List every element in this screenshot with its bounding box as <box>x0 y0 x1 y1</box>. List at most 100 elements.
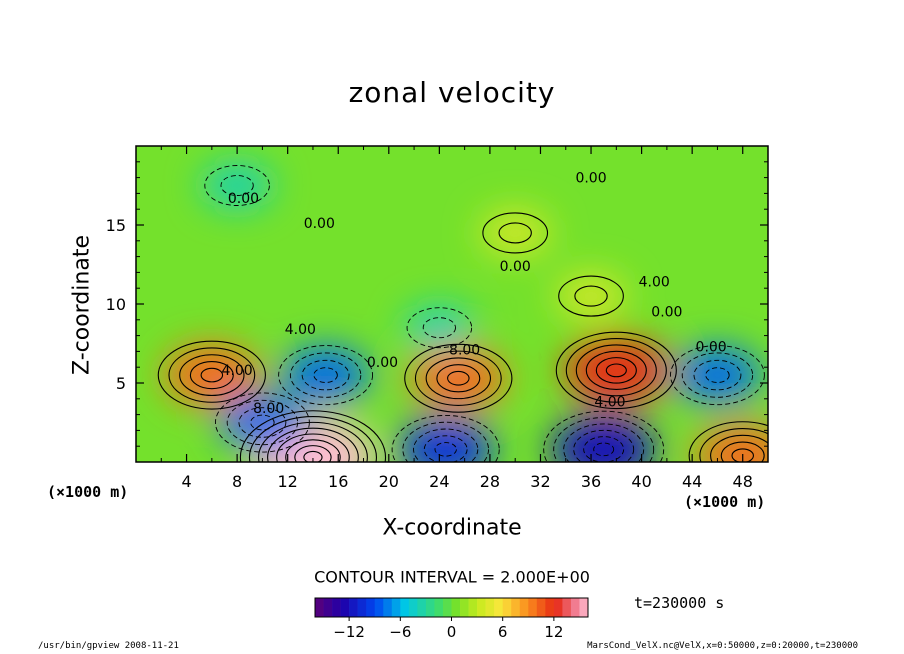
contour-line <box>214 392 310 453</box>
colorbar-cell <box>460 598 469 617</box>
field-feature <box>404 305 475 350</box>
contour-label: 0.00 <box>304 216 335 232</box>
colorbar-cell <box>579 598 589 617</box>
x-tick-label: 36 <box>581 472 601 491</box>
contour-line <box>595 357 637 384</box>
contour-line <box>189 360 234 390</box>
contour-line <box>267 427 359 462</box>
contour-line <box>605 363 627 378</box>
contour-line <box>157 340 266 410</box>
colorbar-tick-label: −12 <box>333 623 365 641</box>
contour-line <box>688 421 768 462</box>
contour-line <box>423 435 468 462</box>
contour-line <box>313 367 338 383</box>
x-tick-label: 12 <box>278 472 298 491</box>
colorbar-tick-label: 6 <box>498 623 508 641</box>
colorbar-cell <box>528 598 538 617</box>
contour-line <box>406 307 473 349</box>
field-feature <box>251 417 375 462</box>
contour-interval-label: CONTOUR INTERVAL = 2.000E+00 <box>314 567 590 587</box>
colorbar-cell <box>519 598 529 617</box>
colorbar-tick-label: −6 <box>389 623 411 641</box>
colorbar-cell <box>425 598 435 617</box>
field-feature <box>673 347 762 404</box>
x-unit-label-left: (×1000 m) <box>47 483 129 501</box>
colorbar-cell <box>570 598 580 617</box>
contour-line <box>200 367 224 383</box>
colorbar-cell <box>494 598 503 617</box>
contour-line <box>553 417 655 462</box>
colorbar-frame <box>314 597 589 618</box>
contour-label: 8.00 <box>449 343 480 359</box>
contour-line <box>670 345 765 406</box>
contour-line <box>248 416 377 462</box>
footer-left: /usr/bin/gpview 2008-11-21 <box>38 641 179 651</box>
x-unit-label-right: (×1000 m) <box>684 493 766 511</box>
contour-line <box>434 442 457 457</box>
contour-line <box>681 352 754 398</box>
contour-label: 4.00 <box>285 322 316 338</box>
contour-label: 0.00 <box>228 191 259 207</box>
contour-line <box>413 428 479 462</box>
contour-label: 4.00 <box>222 363 253 379</box>
contour-line <box>391 414 500 462</box>
colorbar-cell <box>340 598 350 617</box>
x-tick-label: 4 <box>181 472 191 491</box>
x-tick-label: 8 <box>232 472 242 491</box>
contour-line <box>258 421 368 462</box>
contour-line <box>482 212 549 254</box>
contour-line <box>179 354 245 397</box>
y-tick-label: 5 <box>116 374 126 393</box>
colorbar-cell <box>357 598 367 617</box>
field-feature <box>551 415 657 462</box>
contour-label: 4.00 <box>594 395 625 411</box>
field-feature <box>282 347 370 404</box>
colorbar-cell <box>442 598 452 617</box>
field-blobs <box>163 163 768 462</box>
contour-line <box>699 427 768 462</box>
contour-line <box>220 175 254 196</box>
contour-line <box>436 364 481 393</box>
contour-line <box>289 352 362 398</box>
colorbar-cell <box>562 598 572 617</box>
field-feature <box>694 424 768 462</box>
colorbar-cell <box>511 598 521 617</box>
colorbar-cell <box>545 598 555 617</box>
colorbar-cell <box>400 598 410 617</box>
contour-line <box>563 423 645 462</box>
colorbar-cell <box>451 598 461 617</box>
contour-line <box>574 285 608 307</box>
field-feature <box>218 394 306 451</box>
y-tick-label: 10 <box>106 295 126 314</box>
contour-line <box>447 370 470 386</box>
x-tick-label: 32 <box>530 472 550 491</box>
contour-line <box>543 410 665 462</box>
colorbar-tick-label: 0 <box>447 623 457 641</box>
contour-line <box>303 450 323 462</box>
plot-frame <box>135 145 769 463</box>
contour-line <box>301 359 350 391</box>
colorbar-cell <box>408 598 418 617</box>
y-tick-label: 15 <box>106 216 126 235</box>
contour-line <box>585 350 647 391</box>
colorbar-tick-label: 12 <box>544 623 563 641</box>
contour-line <box>555 331 677 410</box>
colorbar-cell <box>374 598 384 617</box>
field-feature <box>163 344 260 407</box>
x-axis-label: X-coordinate <box>382 515 522 541</box>
contour-line <box>558 275 624 317</box>
field-background <box>136 146 768 462</box>
contour-line <box>498 222 532 244</box>
contour-line <box>575 344 657 397</box>
y-axis-label: Z-coordinate <box>69 235 95 375</box>
colorbar-cell <box>417 598 427 617</box>
field-feature <box>397 418 494 462</box>
field-feature <box>563 336 669 405</box>
contour-line <box>204 165 270 206</box>
chart-title: zonal velocity <box>348 76 556 109</box>
contour-line <box>278 345 374 406</box>
contour-line <box>593 442 615 457</box>
colorbar-cell <box>553 598 563 617</box>
colorbar-cell <box>536 598 546 617</box>
colorbar-cell <box>332 598 341 617</box>
